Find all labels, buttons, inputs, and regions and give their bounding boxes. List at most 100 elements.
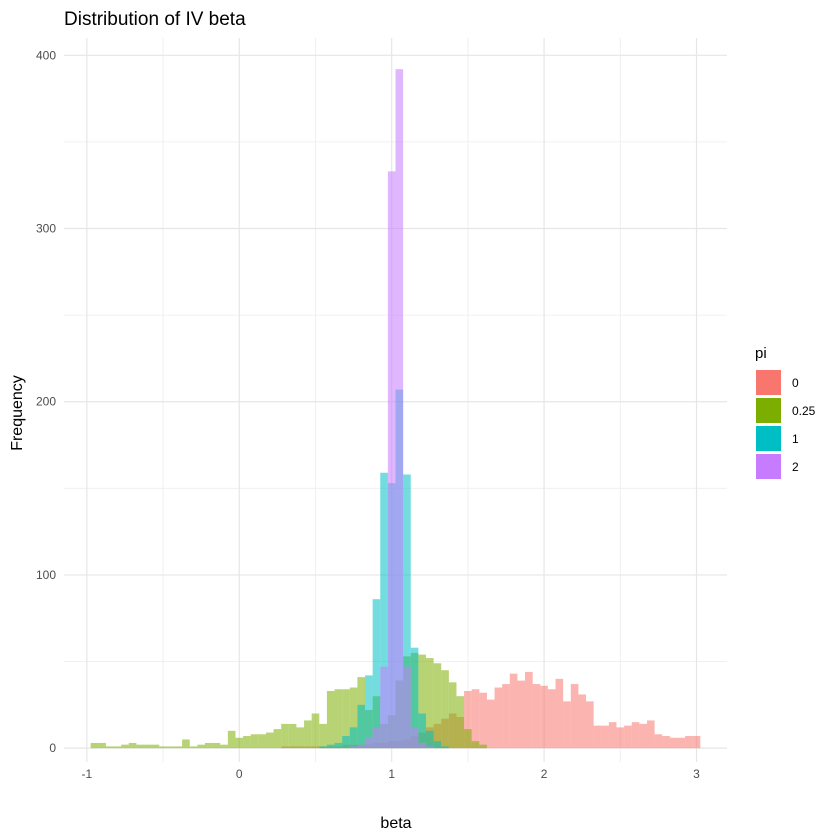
- histogram-bar: [227, 730, 236, 749]
- histogram-bar: [182, 739, 190, 749]
- histogram-bar: [601, 725, 609, 749]
- histogram-bar: [479, 744, 487, 749]
- tick-labels: -1 0 1 2 3 0 100 200 300 400: [36, 48, 700, 781]
- y-axis-title: Frequency: [9, 375, 26, 451]
- histogram-bar: [646, 720, 655, 749]
- histogram-bar: [342, 689, 350, 749]
- histogram-bar: [410, 727, 419, 749]
- histogram-bar: [486, 699, 495, 749]
- histogram-bar: [387, 171, 396, 749]
- histogram-bar: [159, 746, 167, 749]
- histogram-bar: [547, 689, 556, 749]
- histogram-bar: [144, 744, 152, 749]
- histogram-bar: [311, 713, 320, 749]
- histogram-bar: [616, 727, 625, 749]
- histogram-bar: [243, 736, 251, 749]
- histogram-bar: [166, 746, 175, 749]
- histogram-bar: [319, 723, 327, 749]
- y-tick-label: 0: [49, 741, 56, 755]
- histogram-bar: [570, 684, 579, 749]
- histogram-bar: [586, 701, 594, 749]
- histogram-bar: [441, 746, 449, 749]
- histogram-bar: [128, 742, 137, 749]
- chart-title: Distribution of IV beta: [64, 9, 246, 30]
- x-tick-label: -1: [82, 767, 93, 781]
- legend-label: 0: [792, 376, 799, 390]
- legend-swatch: [756, 370, 781, 395]
- histogram-bar: [433, 663, 442, 749]
- histogram-bar: [90, 742, 99, 749]
- x-tick-label: 3: [693, 767, 700, 781]
- histogram-bar: [357, 744, 366, 749]
- histogram-bar: [174, 746, 183, 749]
- histogram-bar: [288, 723, 297, 749]
- histogram-bar: [418, 654, 426, 749]
- legend: pi 0 0.25 1 2: [755, 345, 816, 479]
- legend-swatch: [756, 426, 781, 451]
- histogram-bar: [372, 599, 381, 749]
- histogram-bar: [365, 675, 373, 749]
- histogram-bar: [471, 689, 480, 749]
- legend-label: 1: [792, 432, 799, 446]
- histogram-bar: [425, 746, 434, 749]
- histogram-bar: [380, 472, 388, 749]
- histogram-bar: [692, 736, 701, 749]
- histogram-bar: [639, 723, 647, 749]
- histogram-bar: [593, 725, 602, 749]
- legend-swatch: [756, 398, 781, 423]
- histogram-bar: [631, 722, 640, 749]
- histogram-bar: [578, 694, 587, 749]
- histogram-bar: [136, 744, 145, 749]
- histogram-bar: [265, 732, 274, 749]
- x-tick-label: 2: [541, 767, 548, 781]
- histogram-bar: [433, 741, 442, 749]
- histogram-bar: [441, 670, 449, 749]
- histogram-bar: [555, 678, 564, 749]
- histogram-bar: [464, 690, 472, 749]
- legend-items: 0 0.25 1 2: [756, 370, 816, 479]
- histogram-bar: [380, 666, 388, 749]
- histogram-bar: [502, 684, 510, 749]
- histogram-bar: [448, 682, 457, 749]
- legend-title: pi: [755, 345, 767, 362]
- histogram-bar: [197, 744, 205, 749]
- histogram-bar: [525, 671, 533, 749]
- histogram-bar: [471, 741, 480, 749]
- histogram-bar: [685, 736, 693, 749]
- histogram-bar: [334, 742, 343, 749]
- y-tick-label: 300: [36, 222, 56, 236]
- histogram-bar: [608, 722, 617, 749]
- histogram-bar: [250, 734, 259, 749]
- histogram-bar: [189, 746, 198, 749]
- histogram-bar: [403, 666, 411, 749]
- histogram-bar: [540, 685, 548, 749]
- histogram-bar: [532, 684, 541, 749]
- histogram-bar: [349, 687, 358, 749]
- histogram-bar: [296, 727, 305, 749]
- histogram-bar: [418, 713, 426, 749]
- histogram-bar: [326, 744, 335, 749]
- histogram-bar: [479, 692, 487, 749]
- histogram-bar: [410, 647, 419, 749]
- histogram-bar: [669, 737, 678, 749]
- histogram-bar: [319, 746, 327, 749]
- histogram-bar: [304, 720, 312, 749]
- histogram-bar: [349, 746, 358, 749]
- histogram-bar: [342, 736, 350, 749]
- y-tick-label: 100: [36, 568, 56, 582]
- histogram-bar: [220, 744, 228, 749]
- legend-label: 2: [792, 460, 799, 474]
- histogram-bar: [677, 737, 686, 749]
- histogram-bar: [151, 744, 160, 749]
- histogram-bar: [365, 737, 373, 749]
- histogram-bar: [281, 723, 289, 749]
- histogram-bar: [273, 729, 282, 749]
- histogram-bar: [403, 474, 411, 749]
- histogram-bars: [90, 69, 701, 749]
- histogram-bar: [563, 701, 571, 749]
- legend-label: 0.25: [792, 404, 816, 418]
- histogram-bar: [372, 727, 381, 749]
- histogram-bar: [98, 742, 106, 749]
- histogram-bar: [517, 680, 526, 749]
